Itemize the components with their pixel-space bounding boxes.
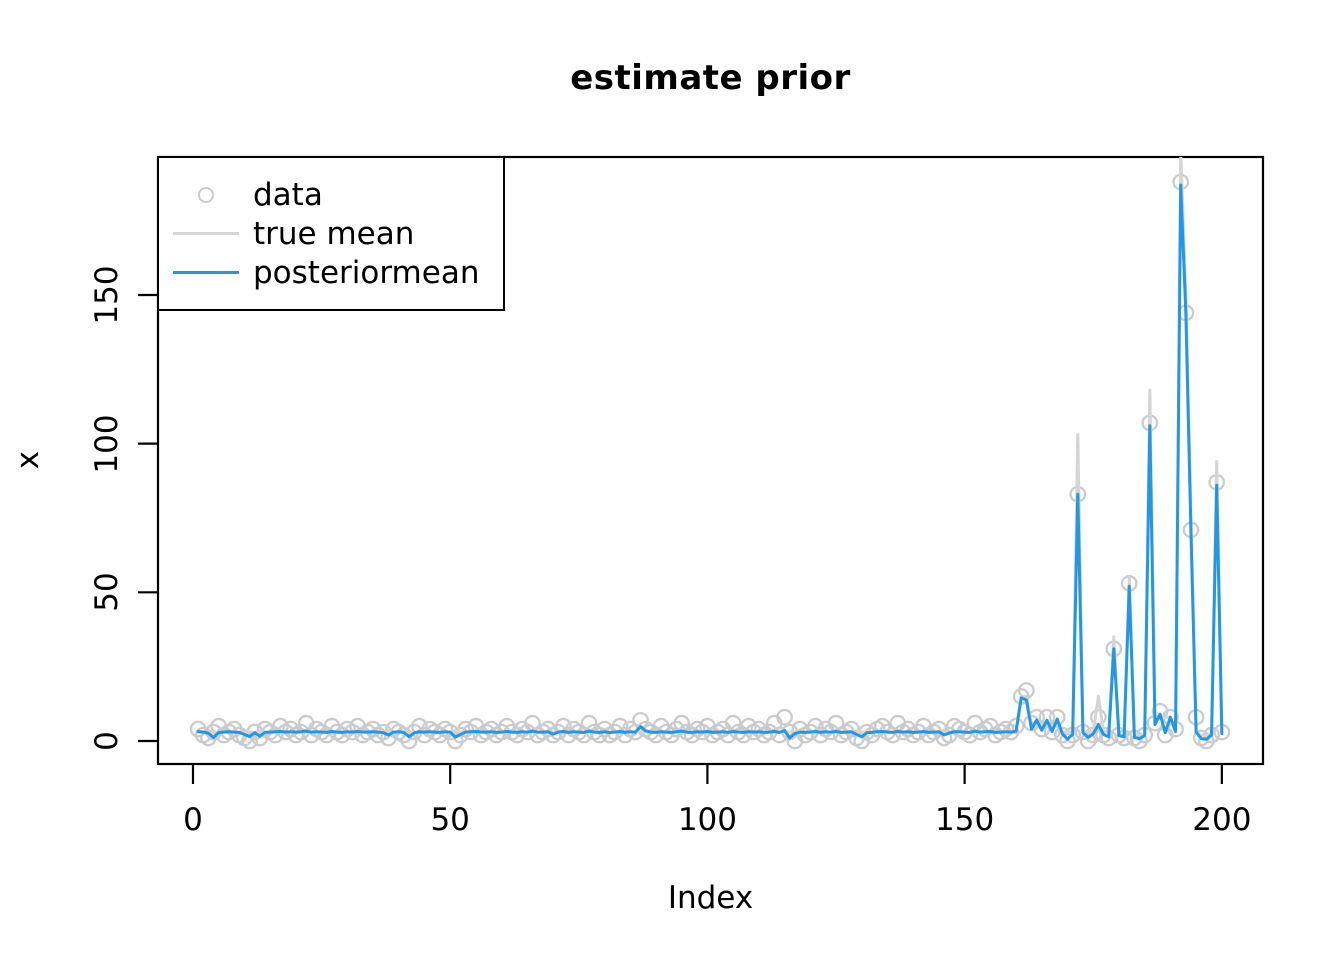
y-tick-label: 50: [89, 572, 125, 613]
legend-item-data: data: [159, 175, 503, 214]
legend-label: posteriormean: [253, 254, 480, 291]
y-tick-label: 150: [89, 265, 125, 325]
y-tick-label: 100: [89, 414, 125, 474]
y-axis-label: x: [10, 450, 46, 470]
true-mean-line-icon: [173, 232, 239, 235]
x-axis-label: Index: [667, 880, 754, 916]
legend-label: true mean: [253, 215, 415, 252]
x-tick-label: 200: [1192, 802, 1252, 838]
data-point-icon: [198, 186, 214, 203]
y-tick-label: 0: [89, 731, 125, 751]
legend-symbol-cell: [159, 271, 253, 274]
x-tick-label: 150: [935, 802, 995, 838]
legend-item-true-mean: true mean: [159, 214, 503, 253]
posteriormean-line-icon: [173, 271, 239, 274]
legend: data true mean posteriormean: [157, 156, 505, 311]
x-tick-label: 50: [430, 802, 470, 838]
x-tick-label: 0: [183, 802, 203, 838]
x-tick-label: 100: [677, 802, 737, 838]
plot-title: estimate prior: [570, 58, 851, 98]
legend-label: data: [253, 176, 323, 213]
legend-symbol-cell: [159, 186, 253, 203]
legend-symbol-cell: [159, 232, 253, 235]
legend-item-posteriormean: posteriormean: [159, 253, 503, 292]
